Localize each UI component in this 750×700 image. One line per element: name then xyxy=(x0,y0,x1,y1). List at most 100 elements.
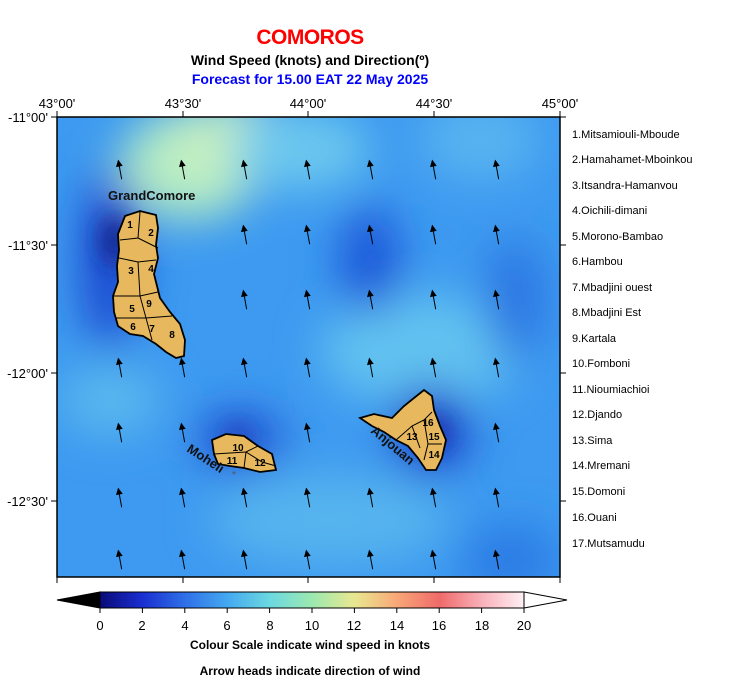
colorbar-tick: 0 xyxy=(96,618,103,633)
lon-label: 45°00' xyxy=(542,96,579,111)
wind-arrow-head xyxy=(430,357,437,366)
colorbar-tick: 12 xyxy=(347,618,361,633)
region-number: 10 xyxy=(232,443,244,454)
wind-arrow-head xyxy=(430,224,437,233)
wind-arrow-head xyxy=(430,487,437,496)
legend-item: 10.Fomboni xyxy=(572,358,631,370)
region-number: 4 xyxy=(148,264,154,275)
region-number: 8 xyxy=(169,330,175,341)
wind-arrow-head xyxy=(430,159,437,168)
region-number: 9 xyxy=(146,299,152,310)
forecast-time: Forecast for 15.00 EAT 22 May 2025 xyxy=(191,71,429,87)
wind-arrow-head xyxy=(367,159,374,168)
region-number: 6 xyxy=(130,322,136,333)
lat-label: -11°30' xyxy=(8,238,48,253)
latitude-labels: -11°00' -11°30' -12°00' -12°30' xyxy=(7,110,48,509)
legend-item: 11.Nioumiachioi xyxy=(572,384,650,396)
wind-arrow-head xyxy=(116,487,123,496)
legend-item: 3.Itsandra-Hamanvou xyxy=(572,180,678,192)
legend-item: 17.Mutsamudu xyxy=(572,538,645,550)
wind-arrows xyxy=(116,159,500,570)
legend-item: 6.Hambou xyxy=(572,256,623,268)
colorbar-tick: 18 xyxy=(475,618,489,633)
wind-arrow-head xyxy=(304,549,311,558)
wind-arrow-head xyxy=(179,487,186,496)
legend-item: 9.Kartala xyxy=(572,333,617,345)
lat-label: -12°00' xyxy=(7,366,48,381)
wind-arrow-head xyxy=(304,357,311,366)
wind-arrow-head xyxy=(304,487,311,496)
wind-arrow-head xyxy=(179,357,186,366)
region-number: 2 xyxy=(148,228,154,239)
legend-item: 1.Mitsamiouli-Mboude xyxy=(572,129,680,141)
lon-label: 43°00' xyxy=(39,96,76,111)
region-number: 12 xyxy=(254,458,266,469)
colorbar: 0 2 4 6 8 10 12 14 16 18 20 xyxy=(56,591,568,633)
wind-arrow-head xyxy=(367,224,374,233)
island-grande-comore: GrandComore xyxy=(108,188,195,359)
wind-arrow-head xyxy=(367,289,374,298)
wind-arrow-head xyxy=(493,159,500,168)
region-numbers: 1 2 3 4 5 6 7 8 9 10 11 12 13 14 15 16 xyxy=(127,220,440,469)
wind-arrow-head xyxy=(116,422,123,431)
legend-item: 5.Morono-Bambao xyxy=(572,231,664,243)
wind-arrow-head xyxy=(493,549,500,558)
colorbar-caption: Colour Scale indicate wind speed in knot… xyxy=(189,638,431,652)
region-number: 3 xyxy=(128,266,134,277)
wind-arrow-head xyxy=(367,487,374,496)
small-island-mark: * xyxy=(232,470,236,481)
legend-item: 15.Domoni xyxy=(572,486,626,498)
wind-arrow-head xyxy=(493,357,500,366)
wind-arrow-head xyxy=(241,159,248,168)
wind-arrow-head xyxy=(493,422,500,431)
region-number: 1 xyxy=(127,220,133,231)
wind-arrow-head xyxy=(304,224,311,233)
wind-arrow-head xyxy=(179,422,186,431)
lat-label: -11°00' xyxy=(8,110,48,125)
wind-arrow-head xyxy=(493,487,500,496)
wind-arrow-head xyxy=(304,289,311,298)
wind-arrow-head xyxy=(430,549,437,558)
legend-item: 2.Hamahamet-Mboinkou xyxy=(572,154,693,166)
wind-arrow-head xyxy=(241,487,248,496)
colorbar-tick-labels: 0 2 4 6 8 10 12 14 16 18 20 xyxy=(96,618,531,633)
region-number: 11 xyxy=(227,456,238,467)
region-number: 16 xyxy=(422,418,434,429)
legend-item: 7.Mbadjini ouest xyxy=(572,282,653,294)
colorbar-tick: 16 xyxy=(432,618,446,633)
longitude-labels: 43°00' 43°30' 44°00' 44°30' 45°00' xyxy=(39,96,579,111)
colorbar-tick: 8 xyxy=(266,618,273,633)
region-number: 15 xyxy=(428,432,440,443)
wind-arrow-head xyxy=(241,224,248,233)
legend-item: 14.Mremani xyxy=(572,460,631,472)
legend-item: 16.Ouani xyxy=(572,512,617,524)
colorbar-high-triangle xyxy=(523,591,568,609)
region-number: 13 xyxy=(406,432,418,443)
lat-label: -12°30' xyxy=(7,494,48,509)
lon-label: 44°30' xyxy=(416,96,453,111)
wind-arrow-head xyxy=(116,159,123,168)
wind-arrow-head xyxy=(304,159,311,168)
colorbar-tick: 14 xyxy=(390,618,404,633)
wind-arrow-head xyxy=(116,549,123,558)
colorbar-tick: 4 xyxy=(181,618,188,633)
colorbar-tick: 20 xyxy=(517,618,531,633)
wind-arrow-head xyxy=(179,549,186,558)
wind-arrow-head xyxy=(241,357,248,366)
map-title: COMOROS xyxy=(256,26,364,49)
wind-arrow-head xyxy=(241,289,248,298)
wind-arrow-head xyxy=(116,357,123,366)
region-number: 14 xyxy=(428,450,440,461)
lon-label: 43°30' xyxy=(165,96,202,111)
region-number: 7 xyxy=(149,324,155,335)
colorbar-low-triangle xyxy=(56,591,101,609)
colorbar-ramp xyxy=(99,591,525,609)
arrow-caption: Arrow heads indicate direction of wind xyxy=(199,664,421,678)
colorbar-tick: 2 xyxy=(138,618,145,633)
wind-arrow-head xyxy=(493,224,500,233)
legend-item: 4.Oichili-dimani xyxy=(572,205,648,217)
lon-label: 44°00' xyxy=(290,96,327,111)
island-label-grandcomore: GrandComore xyxy=(108,188,195,203)
region-number: 5 xyxy=(129,304,135,315)
